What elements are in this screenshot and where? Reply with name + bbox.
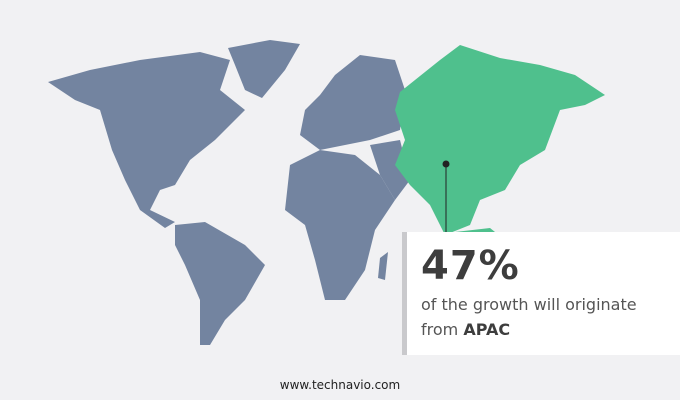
apac-region bbox=[395, 45, 605, 242]
footer-url: www.technavio.com bbox=[279, 378, 401, 392]
greenland bbox=[228, 40, 300, 98]
callout-region: APAC bbox=[463, 320, 511, 339]
south-america bbox=[175, 222, 265, 345]
north-america bbox=[48, 52, 245, 228]
madagascar bbox=[378, 252, 388, 280]
callout-card: 47% of the growth will originate from AP… bbox=[402, 232, 680, 355]
callout-prefix: from bbox=[421, 320, 459, 339]
africa bbox=[285, 150, 395, 300]
growth-percentage: 47% bbox=[421, 243, 520, 289]
callout-description: of the growth will originate from APAC bbox=[421, 292, 680, 342]
other-regions bbox=[48, 40, 410, 345]
europe bbox=[300, 55, 405, 150]
callout-dot bbox=[442, 160, 450, 168]
callout-text: of the growth will originate bbox=[421, 295, 637, 314]
